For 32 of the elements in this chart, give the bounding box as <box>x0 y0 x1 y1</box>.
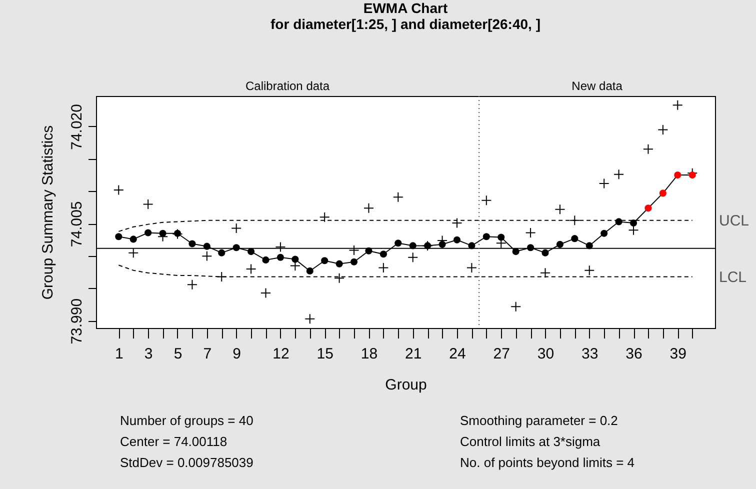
text: StdDev = 0.009785039 <box>120 455 254 470</box>
x-tick-label: 15 <box>316 346 334 362</box>
chart-title: EWMA Chart <box>363 0 448 16</box>
text: Calibration data <box>245 79 330 93</box>
x-tick-label: 36 <box>626 346 642 362</box>
x-tick-label: 27 <box>493 346 510 362</box>
series-label: UCL <box>719 212 750 230</box>
x-axis-title: Group <box>385 376 427 394</box>
y-tick-label: 73.990 <box>68 298 86 344</box>
x-tick-label: 7 <box>203 346 212 362</box>
x-tick-label: 5 <box>174 346 182 362</box>
x-tick-label: 18 <box>360 346 378 362</box>
x-tick-label: 21 <box>405 346 422 362</box>
text: New data <box>572 79 623 93</box>
x-tick-label: 33 <box>582 346 598 362</box>
series-label: LCL <box>719 268 747 286</box>
text: Number of groups = 40 <box>120 413 254 428</box>
x-tick-label: 9 <box>232 346 242 362</box>
text: No. of points beyond limits = 4 <box>460 455 635 470</box>
text: Control limits at 3*sigma <box>460 434 601 449</box>
text: Center = 74.00118 <box>120 434 228 449</box>
x-tick-label: 1 <box>114 346 124 362</box>
x-tick-label: 30 <box>537 346 554 362</box>
y-axis-title: Group Summary Statistics <box>40 125 56 300</box>
y-tick-label: 74.005 <box>68 201 86 248</box>
text: Smoothing parameter = 0.2 <box>460 413 618 428</box>
x-tick-label: 39 <box>670 346 686 362</box>
x-tick-label: 24 <box>449 346 466 362</box>
x-tick-label: 12 <box>272 346 290 362</box>
chart-subtitle: for diameter[1:25, ] and diameter[26:40, ] <box>270 16 540 32</box>
y-tick-label: 74.020 <box>68 104 86 150</box>
x-tick-label: 3 <box>144 346 153 362</box>
